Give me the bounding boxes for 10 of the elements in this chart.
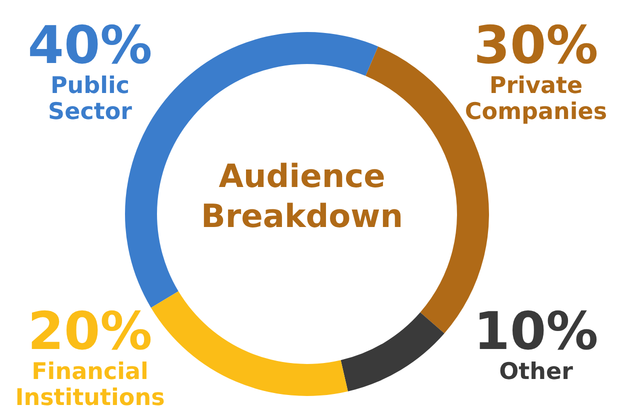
slice-label: Private Companies xyxy=(464,73,608,125)
data-label: 20% xyxy=(28,302,152,362)
slice-label: Other xyxy=(499,359,574,385)
data-label: 40% xyxy=(28,16,152,76)
data-label: 30% xyxy=(474,16,598,76)
data-label: 10% xyxy=(474,302,598,362)
slice-label: Public Sector xyxy=(48,73,133,125)
slice-label: Financial Institutions xyxy=(15,359,165,411)
donut-slice xyxy=(340,312,444,392)
text: Audience Breakdown xyxy=(201,157,403,235)
